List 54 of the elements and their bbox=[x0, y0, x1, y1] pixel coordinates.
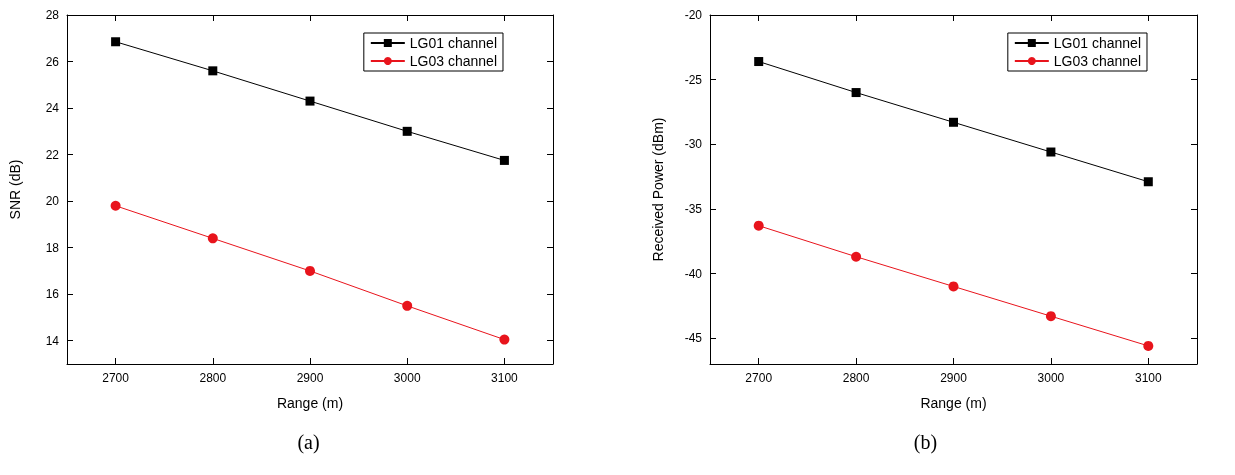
x-tick-label: 2900 bbox=[940, 371, 968, 385]
x-tick-label: 3000 bbox=[1037, 371, 1065, 385]
legend-label: LG03 channel bbox=[409, 53, 498, 69]
y-tick-label: -40 bbox=[684, 266, 703, 281]
point bbox=[753, 220, 764, 231]
y-tick-label: -20 bbox=[684, 8, 703, 22]
y-axis-title: Received Power (dBm) bbox=[650, 117, 666, 262]
x-tick-label: 3100 bbox=[1134, 371, 1162, 385]
text: (a) bbox=[297, 431, 320, 454]
y-tick-label: 14 bbox=[45, 333, 60, 348]
point bbox=[1045, 311, 1056, 322]
y-tick-label: -45 bbox=[684, 331, 703, 346]
x-tick-label: 2900 bbox=[296, 371, 324, 385]
y-tick-label: 16 bbox=[45, 287, 60, 302]
legend-label: LG01 channel bbox=[1053, 35, 1142, 51]
point bbox=[1046, 147, 1056, 157]
point bbox=[207, 233, 218, 244]
legend-label: LG03 channel bbox=[1053, 53, 1142, 69]
point bbox=[499, 155, 509, 165]
point bbox=[851, 88, 861, 98]
point bbox=[851, 251, 862, 262]
point bbox=[402, 126, 412, 136]
y-axis-title: SNR (dB) bbox=[7, 159, 23, 220]
point bbox=[1143, 340, 1154, 351]
y-tick-label: -25 bbox=[684, 72, 703, 87]
point bbox=[402, 300, 413, 311]
point bbox=[208, 66, 218, 76]
x-tick-label: 2800 bbox=[842, 371, 870, 385]
y-tick-label: 18 bbox=[45, 240, 60, 255]
x-tick-label: 2800 bbox=[199, 371, 227, 385]
point bbox=[111, 37, 121, 47]
y-tick-label: -30 bbox=[684, 137, 703, 152]
legend-label: LG01 channel bbox=[409, 35, 498, 51]
x-tick-label: 2700 bbox=[102, 371, 130, 385]
y-tick-label: 26 bbox=[45, 54, 60, 69]
x-tick-label: 3000 bbox=[393, 371, 421, 385]
x-tick-label: 2700 bbox=[745, 371, 773, 385]
point bbox=[1143, 177, 1153, 187]
x-tick-label: 3100 bbox=[491, 371, 519, 385]
point bbox=[305, 265, 315, 276]
y-tick-label: 20 bbox=[45, 194, 60, 209]
y-tick-label: -35 bbox=[684, 201, 703, 216]
x-axis-title: Range (m) bbox=[276, 395, 344, 411]
point bbox=[949, 117, 958, 127]
point bbox=[948, 281, 959, 292]
point bbox=[110, 200, 121, 211]
point bbox=[754, 57, 764, 67]
y-tick-label: 24 bbox=[45, 101, 60, 116]
point bbox=[499, 334, 510, 345]
y-tick-label: 22 bbox=[45, 147, 60, 162]
point bbox=[305, 96, 315, 106]
y-tick-label: 28 bbox=[45, 8, 60, 22]
text: (b) bbox=[913, 431, 938, 454]
x-axis-title: Range (m) bbox=[920, 395, 987, 411]
